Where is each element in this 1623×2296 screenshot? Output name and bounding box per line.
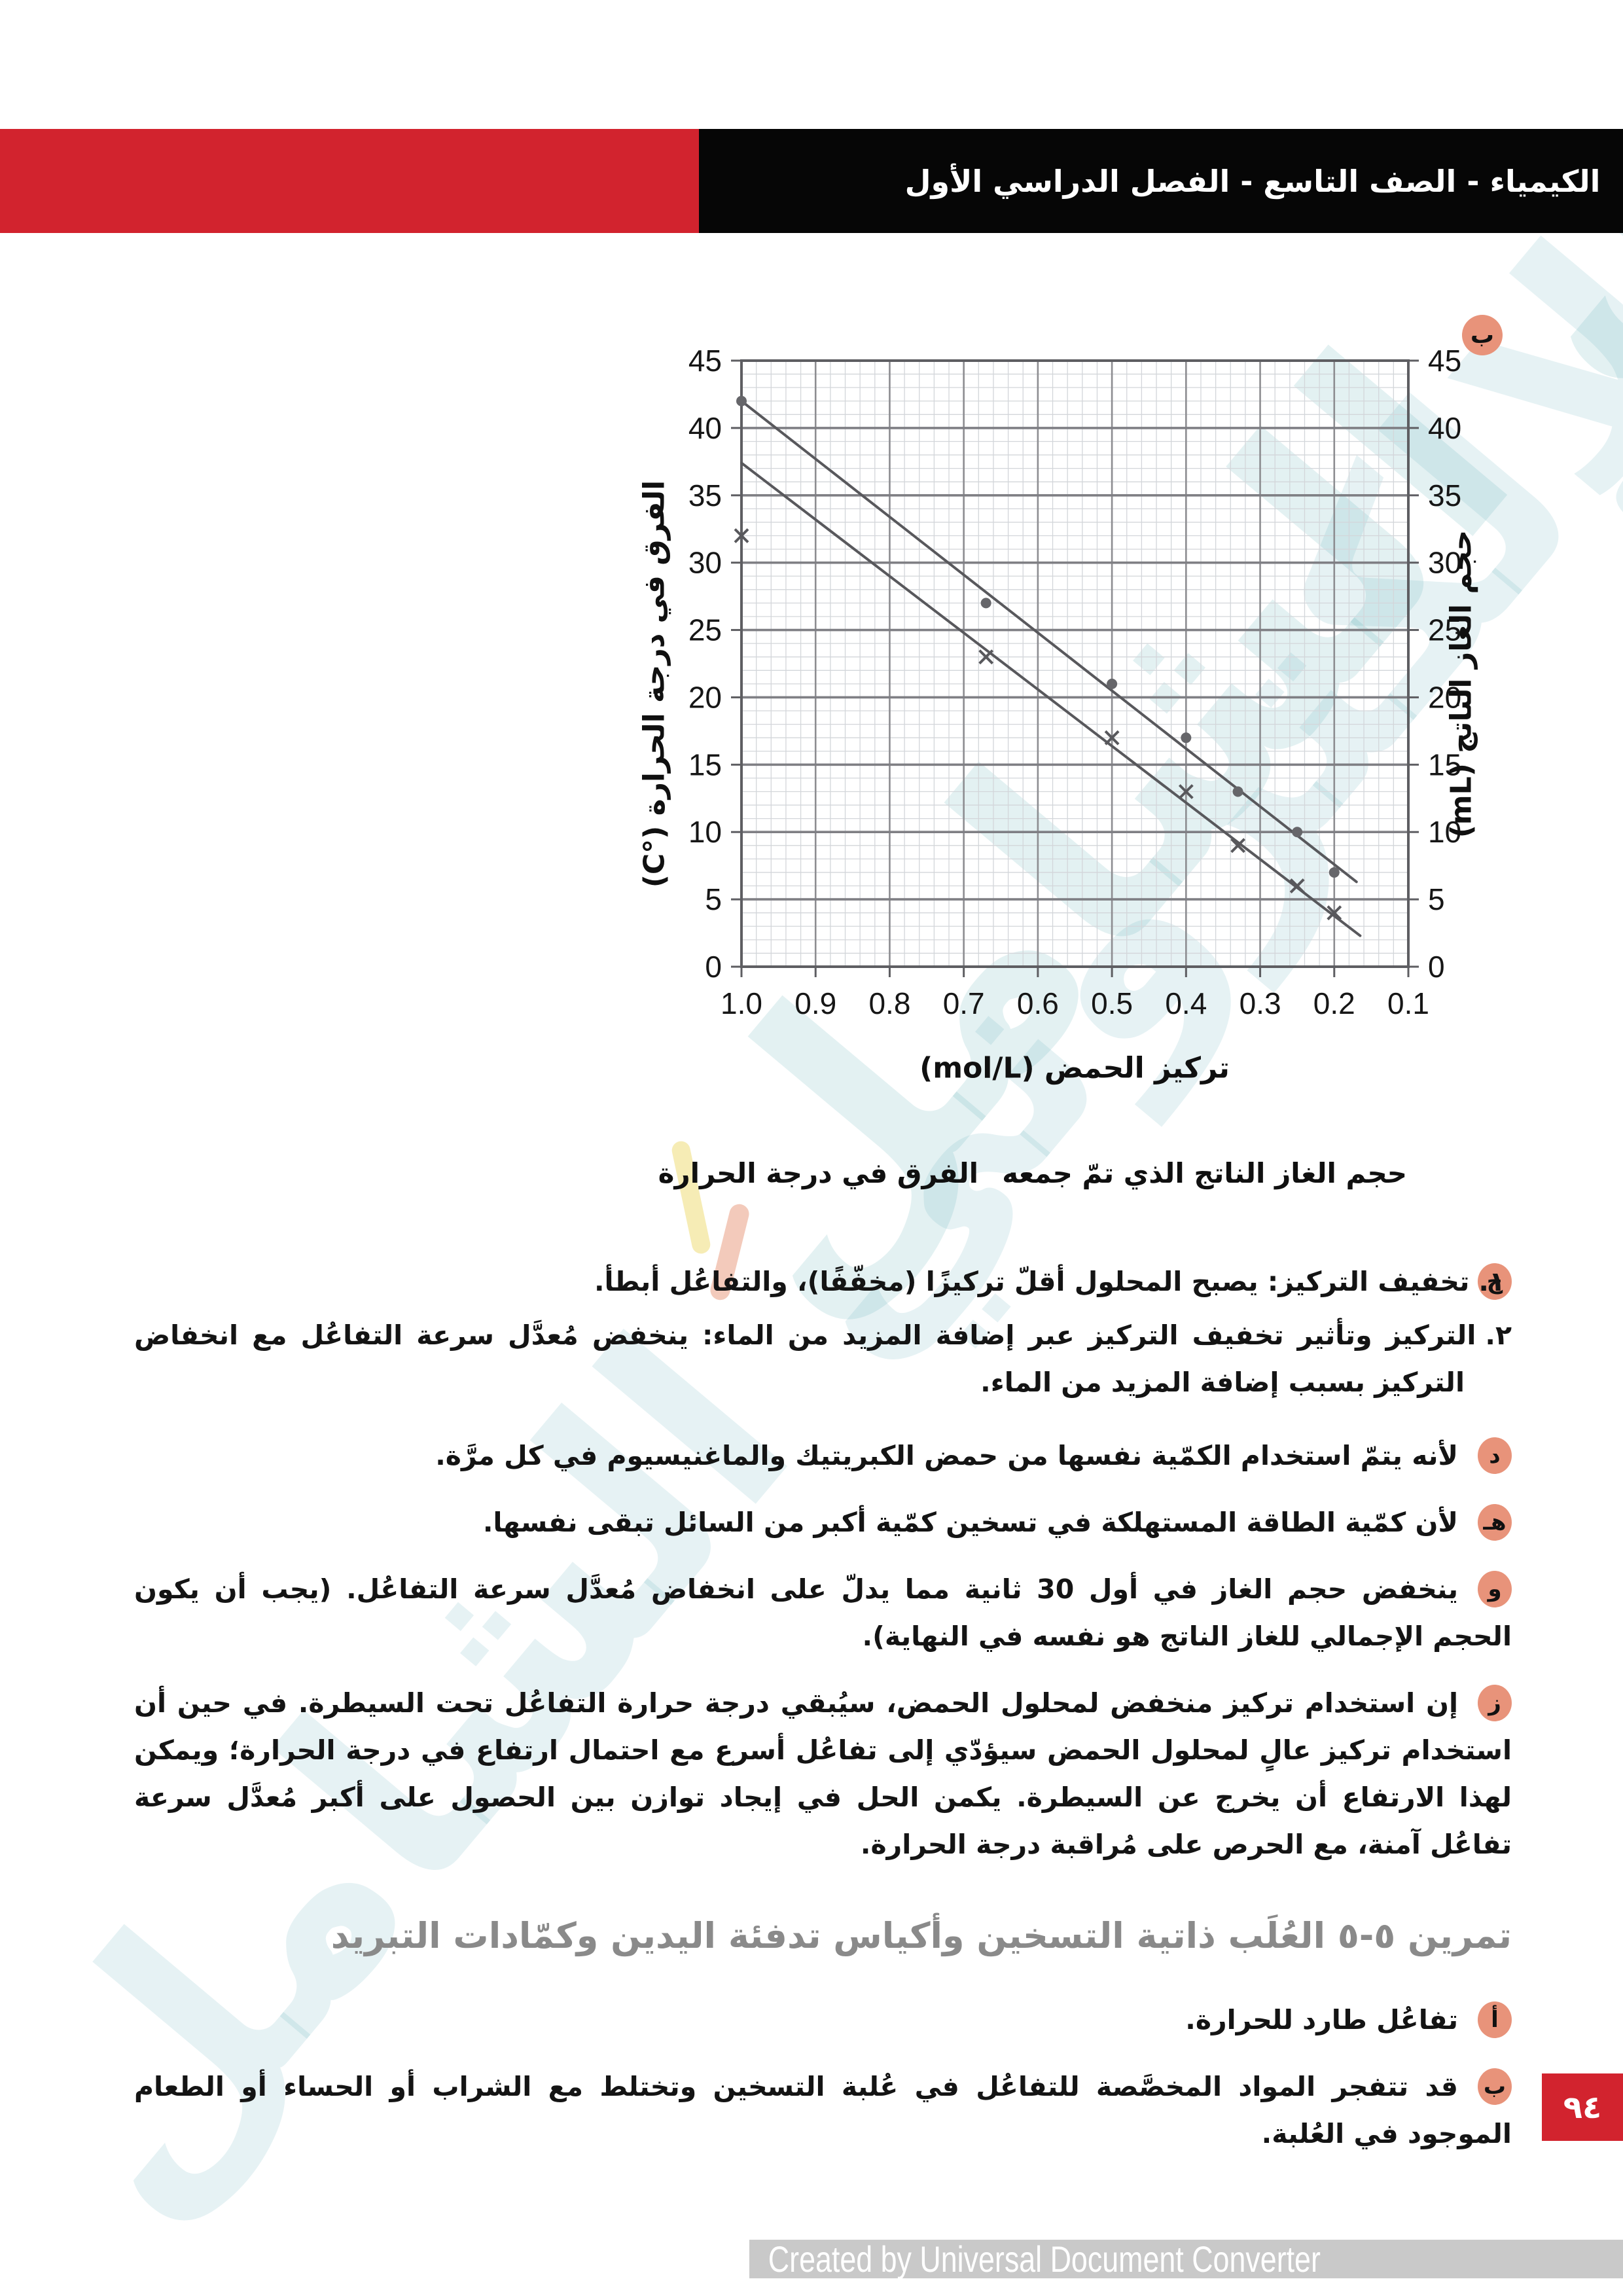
answers-list: ج ١.تخفيف التركيز: يصبح المحلول أقلّ ترك… bbox=[134, 1258, 1512, 1868]
answer-row: ز إن استخدام تركيز منخفض لمحلول الحمض، س… bbox=[134, 1679, 1512, 1868]
svg-text:35: 35 bbox=[1428, 478, 1461, 512]
scatter-chart: 0 0 5 5 10 10 15 15 20 20 25 25 30 30 35 35 40 40 45 45 1.0 0… bbox=[688, 344, 1461, 1020]
answer-badge: د bbox=[1478, 1437, 1512, 1474]
legend-gas-volume: حجم الغاز الناتج الذي تمّ جمعه bbox=[1002, 1157, 1407, 1189]
y-axis-title-left: الفرق في درجة الحرارة (°C) bbox=[637, 480, 671, 888]
answer-text: قد تتفجر المواد المخصَّصة للتفاعُل في عُ… bbox=[134, 2071, 1512, 2149]
answer-text: لأنه يتمّ استخدام الكمّية نفسها من حمض ا… bbox=[435, 1440, 1458, 1471]
svg-text:5: 5 bbox=[705, 882, 722, 916]
converter-watermark-text: Created by Universal Document Converter bbox=[768, 2238, 1321, 2280]
svg-text:0.9: 0.9 bbox=[794, 986, 836, 1020]
answer-row: ج ١.تخفيف التركيز: يصبح المحلول أقلّ ترك… bbox=[134, 1258, 1512, 1412]
page-title: الكيمياء - الصف التاسع - الفصل الدراسي ا… bbox=[904, 163, 1601, 199]
answer-numbered-item: ٢.التركيز وتأثير تخفيف التركيز عبر إضافة… bbox=[134, 1319, 1512, 1398]
svg-text:0.6: 0.6 bbox=[1017, 986, 1059, 1020]
legend-temp-diff: الفرق في درجة الحرارة bbox=[658, 1157, 978, 1189]
svg-text:15: 15 bbox=[688, 747, 722, 781]
item-number: ٢. bbox=[1485, 1319, 1512, 1351]
header-red-block bbox=[0, 129, 699, 233]
svg-text:35: 35 bbox=[688, 478, 722, 512]
svg-text:5: 5 bbox=[1428, 882, 1445, 916]
answer-text: ينخفض حجم الغاز في أول 30 ثانية مما يدلّ… bbox=[134, 1573, 1512, 1652]
svg-text:0: 0 bbox=[1428, 950, 1445, 984]
answer-badge: ب bbox=[1478, 2068, 1512, 2105]
svg-text:25: 25 bbox=[1428, 613, 1461, 647]
x-axis-title: تركيز الحمض (mol/L) bbox=[919, 1051, 1230, 1085]
answers-section: ج ١.تخفيف التركيز: يصبح المحلول أقلّ ترك… bbox=[134, 1258, 1512, 2177]
answer-text: إن استخدام تركيز منخفض لمحلول الحمض، سيُ… bbox=[134, 1687, 1512, 1860]
svg-text:25: 25 bbox=[688, 613, 722, 647]
svg-text:30: 30 bbox=[688, 546, 722, 580]
answer-numbered-item: ١.تخفيف التركيز: يصبح المحلول أقلّ تركيز… bbox=[594, 1266, 1505, 1297]
answer-badge: أ bbox=[1478, 2001, 1512, 2038]
svg-text:40: 40 bbox=[688, 411, 722, 445]
svg-text:45: 45 bbox=[688, 344, 722, 378]
svg-text:10: 10 bbox=[688, 815, 722, 849]
answer-badge: و bbox=[1478, 1571, 1512, 1607]
svg-text:40: 40 bbox=[1428, 411, 1461, 445]
svg-text:20: 20 bbox=[688, 680, 722, 714]
exercise-answers-list: أ تفاعُل طارد للحرارة. ب قد تتفجر المواد… bbox=[134, 1996, 1512, 2157]
svg-text:20: 20 bbox=[1428, 680, 1461, 714]
item-number: ١. bbox=[1478, 1266, 1505, 1297]
chart-area: 0 0 5 5 10 10 15 15 20 20 25 25 30 30 35 35 40 40 45 45 1.0 0… bbox=[615, 288, 1472, 1054]
answer-text: تفاعُل طارد للحرارة. bbox=[1185, 2004, 1458, 2036]
svg-text:15: 15 bbox=[1428, 747, 1461, 781]
answer-row: د لأنه يتمّ استخدام الكمّية نفسها من حمض… bbox=[134, 1432, 1512, 1479]
header-bar: الكيمياء - الصف التاسع - الفصل الدراسي ا… bbox=[699, 129, 1623, 233]
svg-text:1.0: 1.0 bbox=[721, 986, 762, 1020]
svg-text:0.1: 0.1 bbox=[1387, 986, 1429, 1020]
question-badge-b: ب bbox=[1462, 315, 1503, 355]
converter-watermark-bar: Created by Universal Document Converter bbox=[749, 2240, 1623, 2278]
answer-text: لأن كمّية الطاقة المستهلكة في تسخين كمّي… bbox=[482, 1507, 1458, 1538]
answer-badge: ج bbox=[1478, 1263, 1512, 1300]
answer-badge: هـ bbox=[1478, 1504, 1512, 1541]
answer-row: و ينخفض حجم الغاز في أول 30 ثانية مما يد… bbox=[134, 1566, 1512, 1660]
page-number-badge: ٩٤ bbox=[1542, 2073, 1623, 2141]
answer-badge: ز bbox=[1478, 1685, 1512, 1721]
exercise-title: تمرين ٥-٥ العُلَب ذاتية التسخين وأكياس ت… bbox=[330, 1915, 1512, 1956]
answer-row: هـ لأن كمّية الطاقة المستهلكة في تسخين ك… bbox=[134, 1499, 1512, 1546]
svg-text:10: 10 bbox=[1428, 815, 1461, 849]
svg-text:45: 45 bbox=[1428, 344, 1461, 378]
answer-row: ب قد تتفجر المواد المخصَّصة للتفاعُل في … bbox=[134, 2063, 1512, 2157]
svg-text:0.8: 0.8 bbox=[868, 986, 910, 1020]
svg-text:0: 0 bbox=[705, 950, 722, 984]
answer-row: أ تفاعُل طارد للحرارة. bbox=[134, 1996, 1512, 2043]
svg-text:0.2: 0.2 bbox=[1313, 986, 1355, 1020]
svg-text:0.4: 0.4 bbox=[1165, 986, 1207, 1020]
y-axis-title-right: حجم الغاز الناتج (mL) bbox=[1444, 529, 1478, 838]
svg-text:0.3: 0.3 bbox=[1240, 986, 1281, 1020]
svg-text:0.7: 0.7 bbox=[943, 986, 985, 1020]
svg-text:30: 30 bbox=[1428, 546, 1461, 580]
svg-text:0.5: 0.5 bbox=[1091, 986, 1133, 1020]
answer-text: ١.تخفيف التركيز: يصبح المحلول أقلّ تركيز… bbox=[134, 1258, 1512, 1406]
